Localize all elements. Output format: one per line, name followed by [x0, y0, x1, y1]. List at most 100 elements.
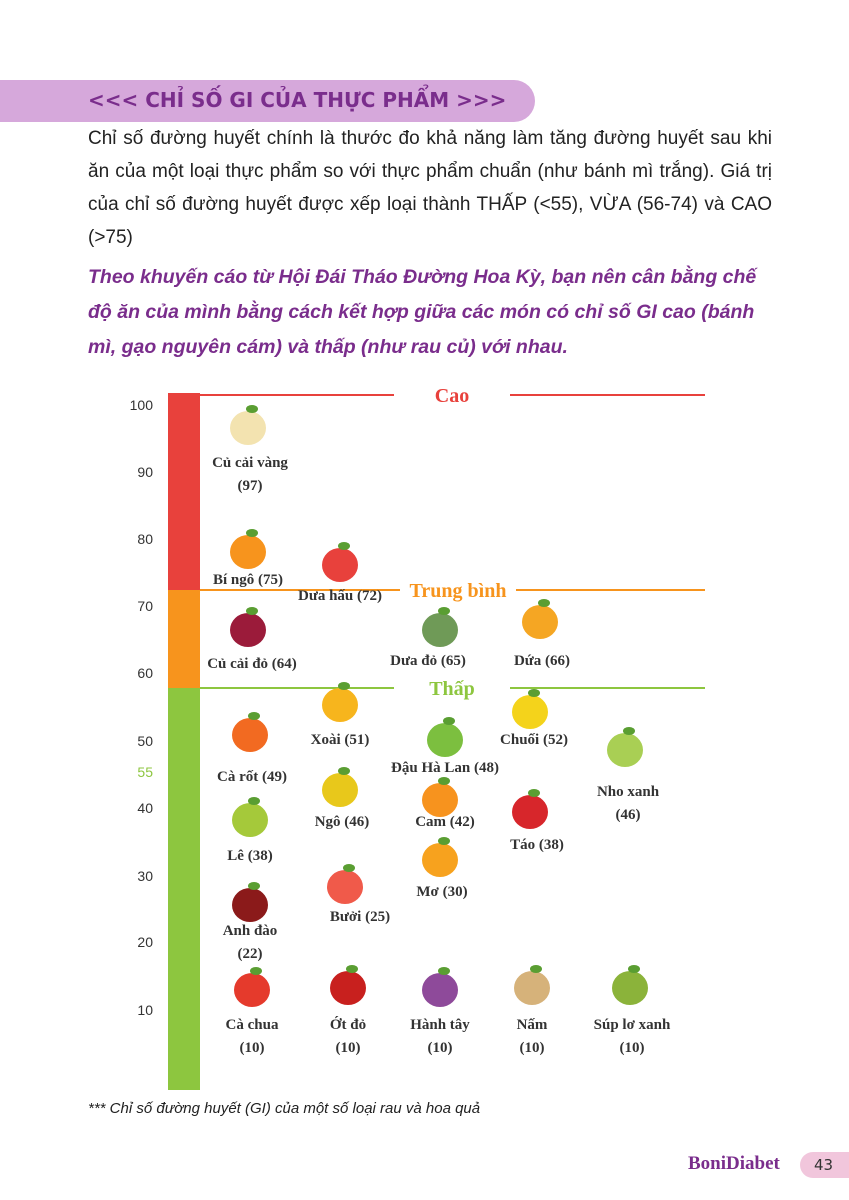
food-icon: [232, 718, 268, 752]
level-label: Trung bình: [410, 580, 507, 602]
intro-paragraph: Chỉ số đường huyết chính là thước đo khả…: [88, 128, 772, 248]
tick-label: 30: [137, 868, 153, 884]
food-label: Bí ngô (75): [213, 572, 283, 588]
food-icon: [232, 888, 268, 922]
food-icon-leaf: [250, 967, 262, 975]
food-icon-leaf: [623, 727, 635, 735]
tick-label: 20: [137, 934, 153, 950]
food-icon: [322, 688, 358, 722]
food-icon-leaf: [528, 689, 540, 697]
food-icon-leaf: [338, 682, 350, 690]
food-icon: [327, 870, 363, 904]
food-label: Cà chua: [226, 1017, 279, 1033]
food-icon-leaf: [343, 864, 355, 872]
food-label: Xoài (51): [311, 732, 370, 748]
food-label: Bưởi (25): [330, 909, 390, 925]
food-icon-leaf: [443, 717, 455, 725]
food-label: (46): [616, 807, 641, 823]
food-label: Anh đào: [223, 923, 278, 939]
food-label: Đậu Hà Lan (48): [391, 760, 499, 776]
food-icon-leaf: [338, 542, 350, 550]
food-icon: [330, 971, 366, 1005]
food-icon-leaf: [248, 712, 260, 720]
food-label: Lê (38): [227, 848, 272, 864]
food-label: Củ cải đỏ (64): [207, 656, 297, 672]
footnote: *** Chỉ số đường huyết (GI) của một số l…: [88, 1100, 481, 1117]
food-label: (10): [620, 1040, 645, 1056]
food-icon-leaf: [248, 882, 260, 890]
food-label: (97): [238, 478, 263, 494]
high-band: [168, 393, 200, 590]
food-icon: [514, 971, 550, 1005]
tick-label: 10: [137, 1002, 153, 1018]
food-icon: [230, 613, 266, 647]
food-icon-leaf: [246, 405, 258, 413]
level-label: Cao: [435, 385, 469, 407]
food-icon: [427, 723, 463, 757]
title-banner: [0, 80, 535, 122]
food-icon-leaf: [438, 777, 450, 785]
food-label: Ngô (46): [315, 814, 370, 830]
tick-label: 60: [137, 665, 153, 681]
food-label: (10): [428, 1040, 453, 1056]
food-label: Chuối (52): [500, 732, 568, 748]
tick-label: 70: [137, 598, 153, 614]
food-label: Dưa đỏ (65): [390, 653, 466, 669]
food-icon: [230, 411, 266, 445]
food-icon-leaf: [438, 607, 450, 615]
tick-label: 50: [137, 733, 153, 749]
low-band: [168, 688, 200, 1090]
food-label: Cam (42): [415, 814, 475, 830]
food-icon: [512, 795, 548, 829]
tick-label: 100: [130, 397, 154, 413]
food-icon: [512, 695, 548, 729]
food-icon: [422, 843, 458, 877]
food-icon-leaf: [528, 789, 540, 797]
food-icon: [230, 535, 266, 569]
food-icon: [522, 605, 558, 639]
page-number: 43: [800, 1152, 849, 1178]
food-label: Mơ (30): [416, 884, 467, 900]
food-icon-leaf: [246, 529, 258, 537]
tick-label: 80: [137, 531, 153, 547]
food-icon-leaf: [530, 965, 542, 973]
food-label: Súp lơ xanh: [594, 1017, 671, 1033]
level-label: Thấp: [429, 678, 475, 700]
food-label: (22): [238, 946, 263, 962]
food-icon: [422, 973, 458, 1007]
food-label: Nấm: [517, 1017, 548, 1033]
level-label-bg: [394, 676, 510, 700]
level-label-bg: [400, 578, 516, 602]
tick-label: 55: [137, 764, 153, 780]
food-icon: [422, 613, 458, 647]
food-icon: [234, 973, 270, 1007]
tick-label: 90: [137, 464, 153, 480]
food-icon: [322, 773, 358, 807]
food-icon-leaf: [346, 965, 358, 973]
tick-label: 40: [137, 800, 153, 816]
food-label: (10): [240, 1040, 265, 1056]
food-label: (10): [520, 1040, 545, 1056]
food-icon: [607, 733, 643, 767]
food-label: Hành tây: [410, 1017, 470, 1033]
food-icon: [322, 548, 358, 582]
food-label: Cà rốt (49): [217, 769, 287, 785]
food-label: Nho xanh: [597, 784, 660, 800]
food-label: Ớt đỏ: [330, 1016, 366, 1033]
food-icon-leaf: [246, 607, 258, 615]
food-icon-leaf: [338, 767, 350, 775]
food-icon-leaf: [438, 837, 450, 845]
food-icon-leaf: [248, 797, 260, 805]
food-label: (10): [336, 1040, 361, 1056]
title: <<< CHỈ SỐ GI CỦA THỰC PHẨM >>>: [88, 88, 507, 112]
food-label: Dưa hấu (72): [298, 588, 382, 604]
food-icon-leaf: [538, 599, 550, 607]
food-icon: [422, 783, 458, 817]
brand: BoniDiabet: [688, 1153, 780, 1174]
food-label: Táo (38): [510, 837, 564, 853]
food-icon-leaf: [438, 967, 450, 975]
level-label-bg: [394, 383, 510, 407]
medium-band: [168, 590, 200, 688]
